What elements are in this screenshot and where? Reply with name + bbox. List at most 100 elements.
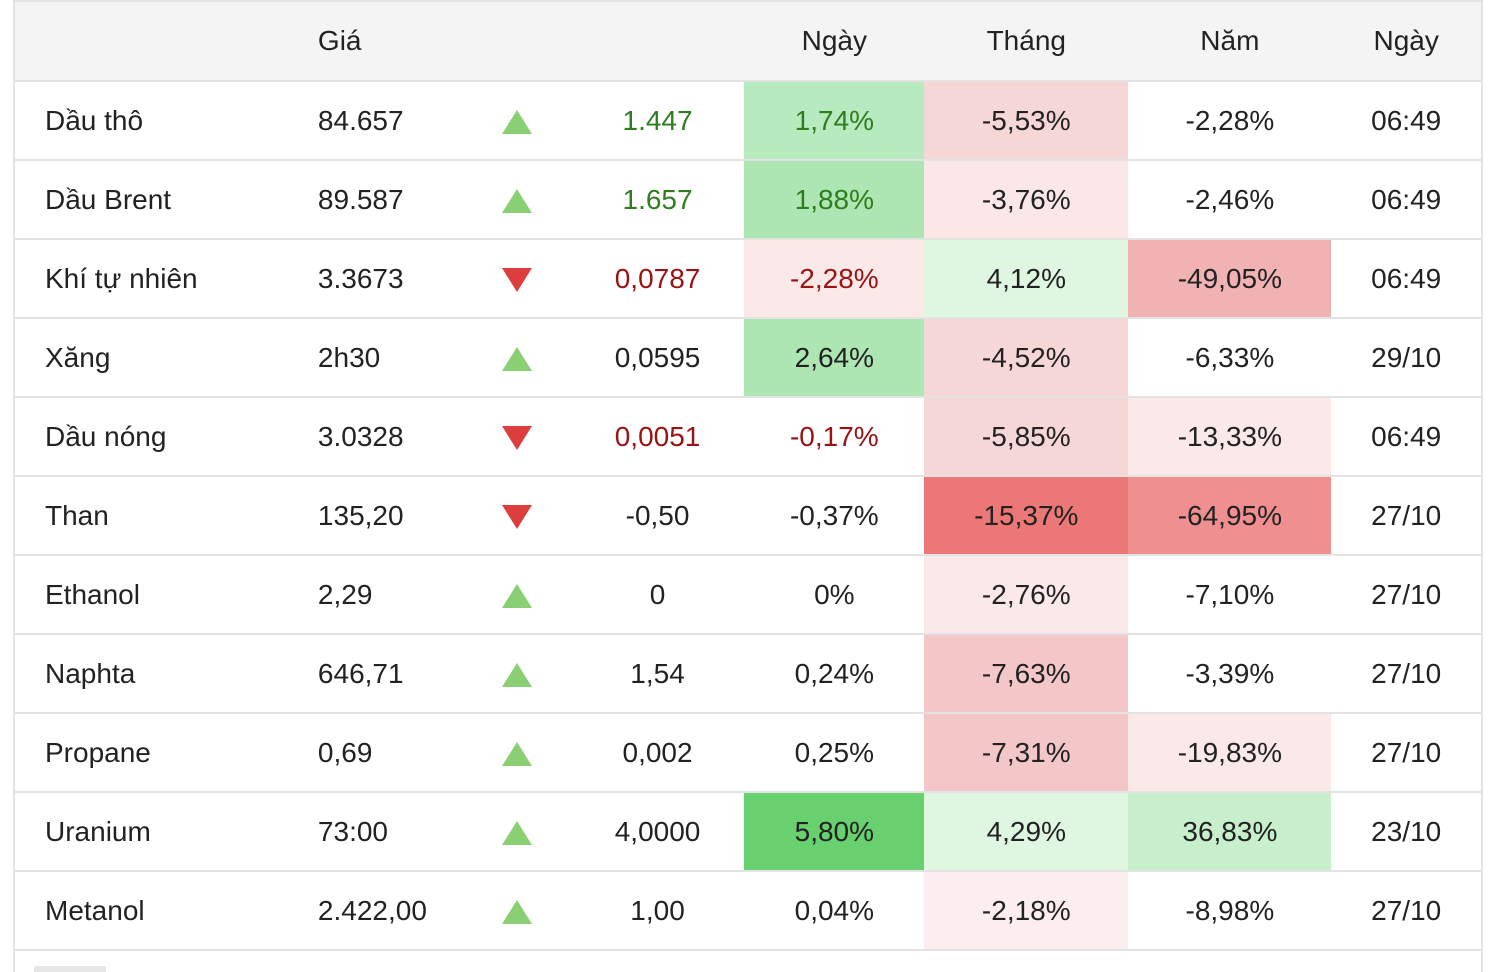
year-percent-cell: -2,28% <box>1128 81 1332 161</box>
month-percent-cell: -2,18% <box>924 871 1129 951</box>
price-cell: 2.422,00 <box>301 871 500 951</box>
day-percent-cell: 5,80% <box>744 792 925 872</box>
triangle-up-icon <box>501 189 532 214</box>
header-arrow <box>499 0 571 82</box>
month-percent-cell: -3,76% <box>924 160 1129 240</box>
table-row[interactable]: Khí tự nhiên 3.3673 0,0787 -2,28% 4,12% -49,0… <box>15 239 1481 319</box>
table-header: Giá Ngày Tháng Năm Ngày <box>15 0 1481 82</box>
direction-cell <box>499 81 571 161</box>
price-cell: 3.3673 <box>301 239 500 319</box>
change-cell: 0,0595 <box>570 318 745 398</box>
commodity-name[interactable]: Propane <box>15 713 302 793</box>
header-change <box>570 0 745 82</box>
commodity-name[interactable]: Than <box>15 476 302 556</box>
header-price[interactable]: Giá <box>301 0 500 82</box>
change-cell: 0,002 <box>570 713 745 793</box>
year-percent-cell: -13,33% <box>1128 397 1332 477</box>
scrollbar-thumb[interactable] <box>34 966 106 972</box>
commodity-name[interactable]: Dầu Brent <box>15 160 302 240</box>
day-percent-cell: 0% <box>744 555 925 635</box>
month-percent-cell: -4,52% <box>924 318 1129 398</box>
table-row[interactable]: Dầu thô 84.657 1.447 1,74% -5,53% -2,28% 06:49 <box>15 81 1481 161</box>
time-cell: 06:49 <box>1331 397 1481 477</box>
year-percent-cell: -3,39% <box>1128 634 1332 714</box>
header-month[interactable]: Tháng <box>924 0 1129 82</box>
change-cell: 4,0000 <box>570 792 745 872</box>
direction-cell <box>499 634 571 714</box>
table-body: Dầu thô 84.657 1.447 1,74% -5,53% -2,28% 06:49… <box>15 81 1481 951</box>
month-percent-cell: -7,63% <box>924 634 1129 714</box>
header-time[interactable]: Ngày <box>1331 0 1481 82</box>
commodity-name[interactable]: Ethanol <box>15 555 302 635</box>
table-row[interactable]: Naphta 646,71 1,54 0,24% -7,63% -3,39% 27/10 <box>15 634 1481 714</box>
time-cell: 29/10 <box>1331 318 1481 398</box>
direction-cell <box>499 713 571 793</box>
month-percent-cell: -2,76% <box>924 555 1129 635</box>
direction-cell <box>499 160 571 240</box>
table-frame <box>13 0 1483 972</box>
commodity-name[interactable]: Xăng <box>15 318 302 398</box>
commodity-name[interactable]: Dầu nóng <box>15 397 302 477</box>
table-row[interactable]: Dầu nóng 3.0328 0,0051 -0,17% -5,85% -13,33% 0… <box>15 397 1481 477</box>
price-cell: 2h30 <box>301 318 500 398</box>
commodity-name[interactable]: Metanol <box>15 871 302 951</box>
change-cell: 1,00 <box>570 871 745 951</box>
header-name <box>15 0 302 82</box>
time-cell: 27/10 <box>1331 871 1481 951</box>
change-cell: 0,0787 <box>570 239 745 319</box>
price-cell: 2,29 <box>301 555 500 635</box>
year-percent-cell: -64,95% <box>1128 476 1332 556</box>
time-cell: 27/10 <box>1331 555 1481 635</box>
table-row[interactable]: Xăng 2h30 0,0595 2,64% -4,52% -6,33% 29/10 <box>15 318 1481 398</box>
price-cell: 646,71 <box>301 634 500 714</box>
time-cell: 06:49 <box>1331 160 1481 240</box>
table-row[interactable]: Ethanol 2,29 0 0% -2,76% -7,10% 27/10 <box>15 555 1481 635</box>
direction-cell <box>499 792 571 872</box>
table-row[interactable]: Propane 0,69 0,002 0,25% -7,31% -19,83% 27/10 <box>15 713 1481 793</box>
triangle-down-icon <box>501 426 532 451</box>
triangle-up-icon <box>501 742 532 767</box>
month-percent-cell: -7,31% <box>924 713 1129 793</box>
time-cell: 27/10 <box>1331 634 1481 714</box>
day-percent-cell: 0,04% <box>744 871 925 951</box>
commodity-name[interactable]: Khí tự nhiên <box>15 239 302 319</box>
table-row[interactable]: Uranium 73:00 4,0000 5,80% 4,29% 36,83% 23/10 <box>15 792 1481 872</box>
table-row[interactable]: Than 135,20 -0,50 -0,37% -15,37% -64,95% 27/10 <box>15 476 1481 556</box>
year-percent-cell: -19,83% <box>1128 713 1332 793</box>
commodity-name[interactable]: Dầu thô <box>15 81 302 161</box>
price-cell: 3.0328 <box>301 397 500 477</box>
commodity-name[interactable]: Naphta <box>15 634 302 714</box>
direction-cell <box>499 555 571 635</box>
month-percent-cell: -5,53% <box>924 81 1129 161</box>
year-percent-cell: 36,83% <box>1128 792 1332 872</box>
table-row[interactable]: Dầu Brent 89.587 1.657 1,88% -3,76% -2,46% 06:… <box>15 160 1481 240</box>
direction-cell <box>499 239 571 319</box>
triangle-up-icon <box>501 584 532 609</box>
commodity-table: Giá Ngày Tháng Năm Ngày Dầu thô 84.657 1.4… <box>15 0 1481 951</box>
time-cell: 27/10 <box>1331 713 1481 793</box>
triangle-down-icon <box>501 505 532 530</box>
month-percent-cell: -5,85% <box>924 397 1129 477</box>
triangle-up-icon <box>501 821 532 846</box>
day-percent-cell: 1,74% <box>744 81 925 161</box>
month-percent-cell: 4,12% <box>924 239 1129 319</box>
header-row: Giá Ngày Tháng Năm Ngày <box>15 0 1481 82</box>
change-cell: 1.447 <box>570 81 745 161</box>
direction-cell <box>499 397 571 477</box>
triangle-down-icon <box>501 268 532 293</box>
year-percent-cell: -2,46% <box>1128 160 1332 240</box>
header-year[interactable]: Năm <box>1128 0 1332 82</box>
direction-cell <box>499 476 571 556</box>
time-cell: 27/10 <box>1331 476 1481 556</box>
direction-cell <box>499 871 571 951</box>
day-percent-cell: 0,24% <box>744 634 925 714</box>
table-row[interactable]: Metanol 2.422,00 1,00 0,04% -2,18% -8,98% 27/1… <box>15 871 1481 951</box>
commodity-name[interactable]: Uranium <box>15 792 302 872</box>
price-cell: 73:00 <box>301 792 500 872</box>
day-percent-cell: -2,28% <box>744 239 925 319</box>
time-cell: 06:49 <box>1331 81 1481 161</box>
day-percent-cell: -0,37% <box>744 476 925 556</box>
day-percent-cell: 2,64% <box>744 318 925 398</box>
change-cell: 1,54 <box>570 634 745 714</box>
header-day[interactable]: Ngày <box>744 0 925 82</box>
